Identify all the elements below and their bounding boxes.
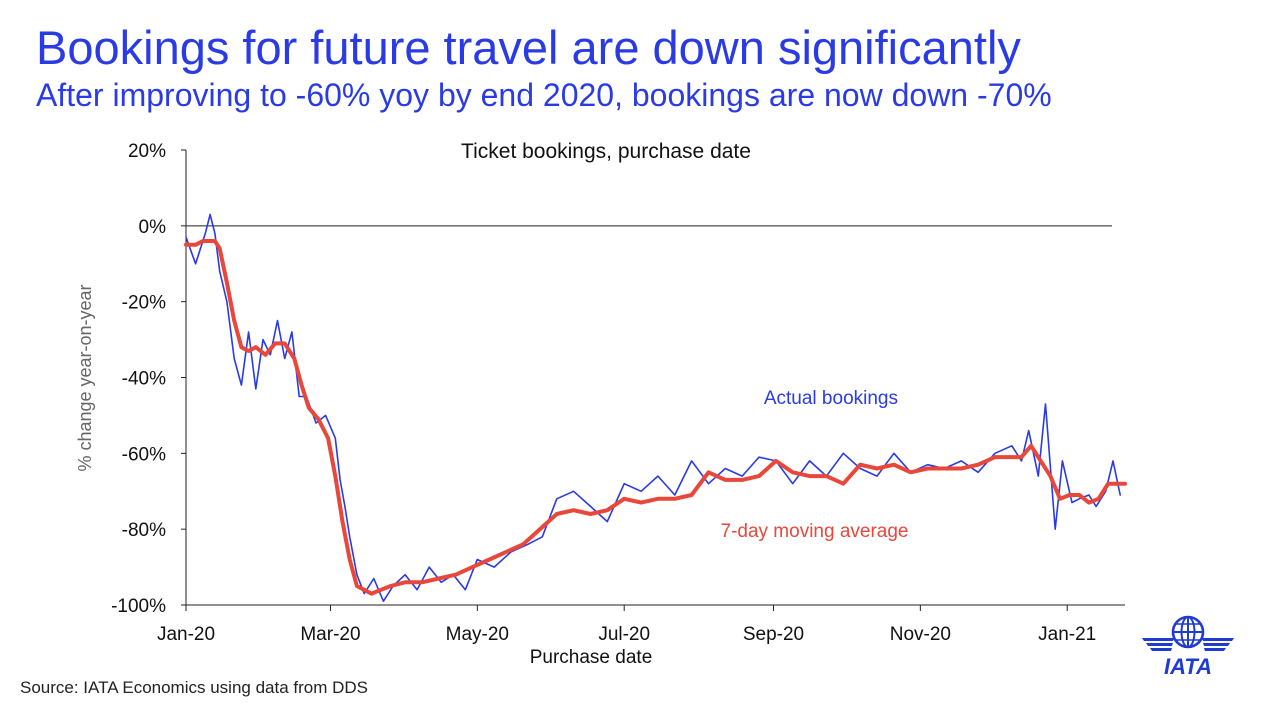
y-tick-label: -20% [122, 293, 166, 314]
series-line-actual-bookings [185, 213, 1121, 603]
x-tick-label: Jan-21 [1038, 624, 1096, 645]
x-tick-label: Sep-20 [743, 624, 804, 645]
source-note: Source: IATA Economics using data from D… [20, 678, 369, 697]
iata-globe-wings-icon: IATA [1142, 615, 1234, 679]
x-tick-label: Jan-20 [157, 624, 215, 645]
y-axis-label: % change year-on-year [75, 284, 95, 471]
annotation-moving-average: 7-day moving average [721, 521, 909, 542]
y-tick-label: -60% [122, 444, 166, 465]
plot-area [184, 213, 1127, 603]
x-tick-label: May-20 [446, 624, 509, 645]
x-tick-label: Mar-20 [300, 624, 360, 645]
y-tick-label: -100% [111, 596, 166, 617]
y-tick-label: 20% [128, 141, 166, 162]
page-title: Bookings for future travel are down sign… [36, 21, 1021, 74]
series-line-moving-average [184, 239, 1127, 596]
x-axis-label: Purchase date [530, 647, 653, 668]
y-tick-label: -80% [122, 520, 166, 541]
logo-text: IATA [1164, 654, 1212, 678]
y-tick-label: 0% [139, 217, 167, 238]
page-subtitle: After improving to -60% yoy by end 2020,… [36, 77, 1052, 113]
chart-title: Ticket bookings, purchase date [461, 140, 751, 163]
annotation-actual-bookings: Actual bookings [764, 388, 898, 409]
iata-logo: IATA [1140, 612, 1236, 679]
x-tick-label: Nov-20 [890, 624, 951, 645]
y-tick-label: -40% [122, 369, 166, 390]
axes: 20% 0% -20% -40% -60% -80% -100% Jan-20 Mar-20 Ma… [111, 141, 1125, 645]
x-tick-label: Jul-20 [598, 624, 650, 645]
